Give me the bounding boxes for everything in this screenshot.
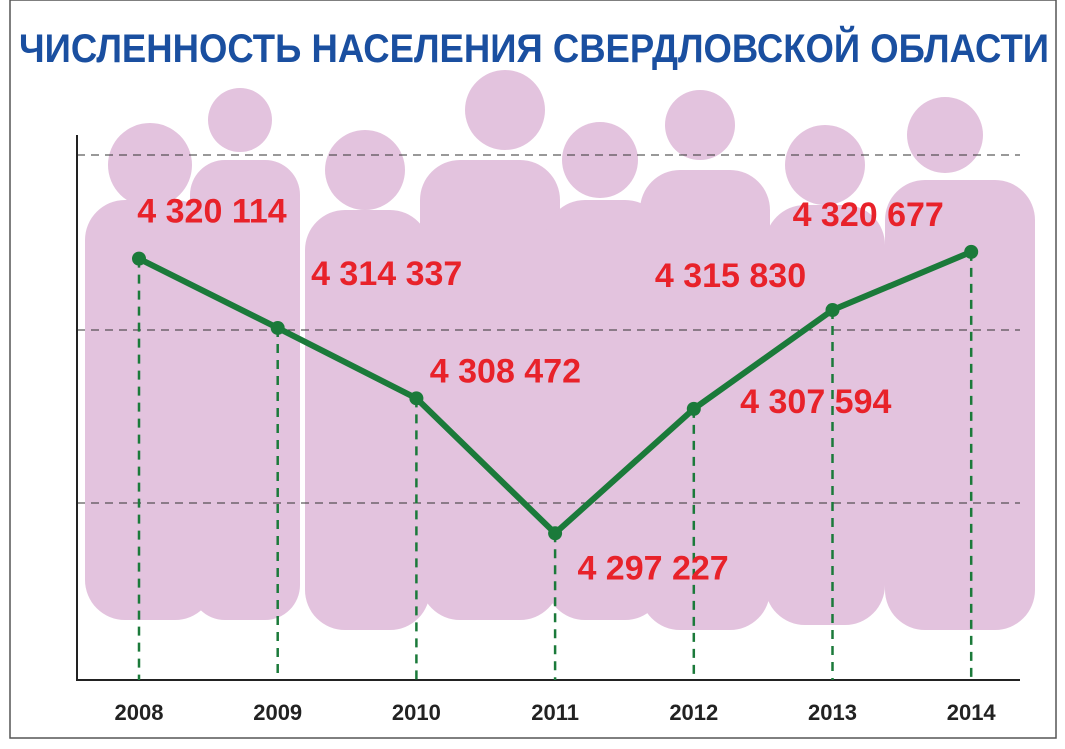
value-label: 4 320 677 — [793, 196, 944, 234]
silhouettes — [85, 70, 1035, 630]
point — [132, 252, 146, 266]
chart: ЧИСЛЕННОСТЬ НАСЕЛЕНИЯ СВЕРДЛОВСКОЙ ОБЛАС… — [0, 0, 1065, 749]
x-tick-label: 2013 — [808, 700, 857, 725]
value-label: 4 314 337 — [311, 255, 462, 293]
x-tick-label: 2009 — [253, 700, 302, 725]
point — [271, 321, 285, 335]
value-label: 4 297 227 — [577, 549, 728, 587]
point — [409, 391, 423, 405]
point — [687, 402, 701, 416]
x-tick-label: 2012 — [669, 700, 718, 725]
chart-title: ЧИСЛЕННОСТЬ НАСЕЛЕНИЯ СВЕРДЛОВСКОЙ ОБЛАС… — [19, 25, 1049, 71]
point — [826, 303, 840, 317]
x-tick-label: 2014 — [947, 700, 997, 725]
x-tick-label: 2010 — [392, 700, 441, 725]
point — [548, 526, 562, 540]
x-tick-label: 2008 — [115, 700, 164, 725]
x-tick-label: 2011 — [531, 700, 579, 725]
value-label: 4 320 114 — [137, 193, 286, 231]
point — [964, 245, 978, 259]
value-label: 4 308 472 — [430, 352, 581, 390]
value-label: 4 307 594 — [740, 383, 891, 421]
value-label: 4 315 830 — [655, 257, 806, 295]
